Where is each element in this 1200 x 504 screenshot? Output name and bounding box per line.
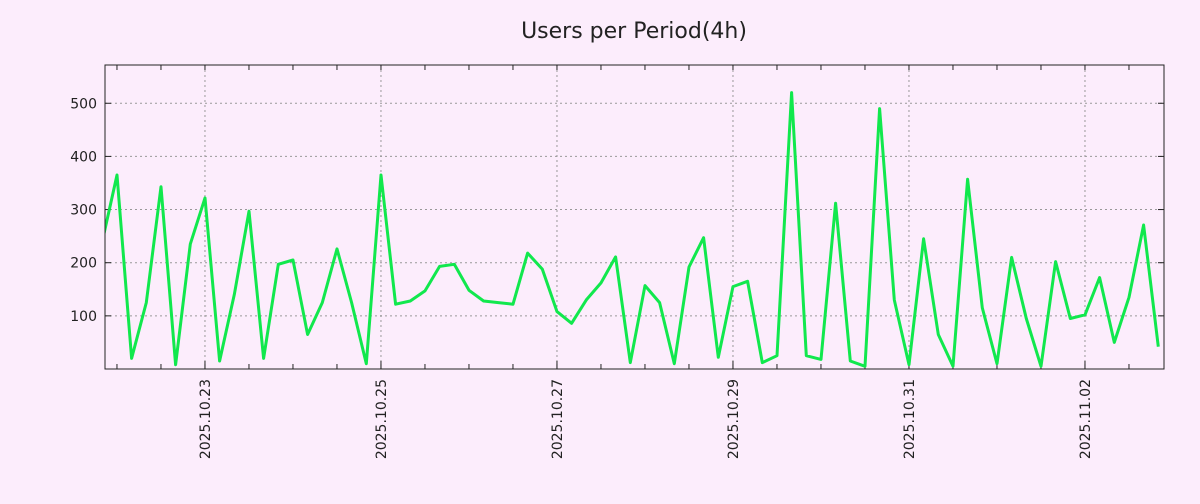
y-tick-label: 400 — [70, 149, 97, 165]
y-tick-label: 300 — [70, 203, 97, 219]
plot-frame — [105, 65, 1164, 369]
series-line-users — [102, 93, 1158, 367]
y-tick-label: 200 — [70, 256, 97, 272]
x-tick-label: 2025.10.29 — [726, 379, 742, 459]
chart-title: Users per Period(4h) — [521, 19, 747, 44]
series — [102, 93, 1158, 367]
x-tick-label: 2025.10.23 — [198, 379, 214, 459]
x-tick-label: 2025.10.25 — [374, 379, 390, 459]
y-tick-label: 500 — [70, 96, 97, 112]
grid — [105, 65, 1164, 369]
x-tick-label: 2025.10.31 — [902, 379, 918, 459]
y-tick-label: 100 — [70, 309, 97, 325]
x-tick-label: 2025.10.27 — [550, 379, 566, 459]
x-tick-label: 2025.11.02 — [1078, 379, 1094, 459]
